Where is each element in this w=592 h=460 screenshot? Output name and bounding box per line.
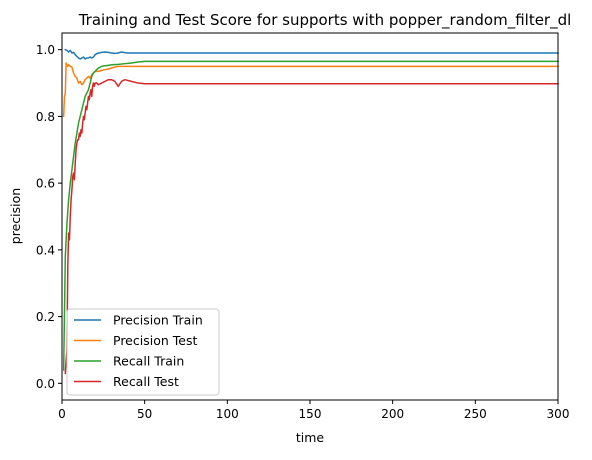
x-tick-label: 50 xyxy=(137,407,152,421)
y-tick-label: 0.0 xyxy=(36,377,55,391)
series-line-1 xyxy=(62,62,559,118)
x-tick-label: 250 xyxy=(464,407,487,421)
legend-label-1: Precision Test xyxy=(113,333,197,348)
legend-box xyxy=(66,308,220,396)
x-tick-label: 200 xyxy=(381,407,404,421)
series-line-0 xyxy=(64,48,559,60)
x-axis-label: time xyxy=(296,430,325,445)
y-tick-label: 0.8 xyxy=(36,110,55,124)
x-axis-ticks: 0 50 100 150 200 250 300 xyxy=(58,400,569,421)
y-tick-label: 1.0 xyxy=(36,43,55,57)
y-axis-label: precision xyxy=(8,188,23,244)
y-axis-ticks: 0.0 0.2 0.4 0.6 0.8 1.0 xyxy=(36,43,62,391)
y-tick-label: 0.6 xyxy=(36,177,55,191)
x-tick-label: 100 xyxy=(216,407,239,421)
y-tick-label: 0.4 xyxy=(36,243,55,257)
series-line-3 xyxy=(64,78,559,375)
legend-label-0: Precision Train xyxy=(113,313,203,328)
series-line-2 xyxy=(62,60,559,371)
y-tick-label: 0.2 xyxy=(36,310,55,324)
legend: Precision Train Precision Test Recall Trai… xyxy=(66,308,220,396)
plot-area xyxy=(61,32,559,401)
legend-label-3: Recall Test xyxy=(113,374,179,389)
legend-label-2: Recall Train xyxy=(113,354,184,369)
x-tick-label: 150 xyxy=(299,407,322,421)
chart-title: Training and Test Score for supports wit… xyxy=(78,11,572,30)
x-tick-label: 0 xyxy=(58,407,66,421)
x-tick-label: 300 xyxy=(547,407,570,421)
series-layer xyxy=(62,48,559,375)
